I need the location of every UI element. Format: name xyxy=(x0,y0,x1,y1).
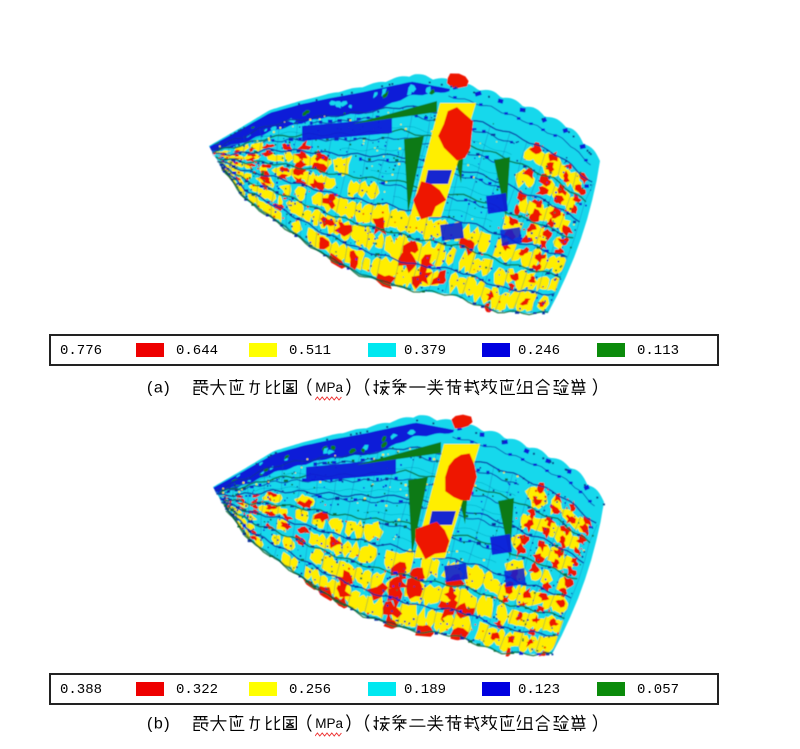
svg-text:MPa: MPa xyxy=(315,380,343,395)
svg-text:(a): (a) xyxy=(147,380,171,397)
svg-text:(b): (b) xyxy=(147,716,171,733)
svg-text:MPa: MPa xyxy=(315,716,343,731)
